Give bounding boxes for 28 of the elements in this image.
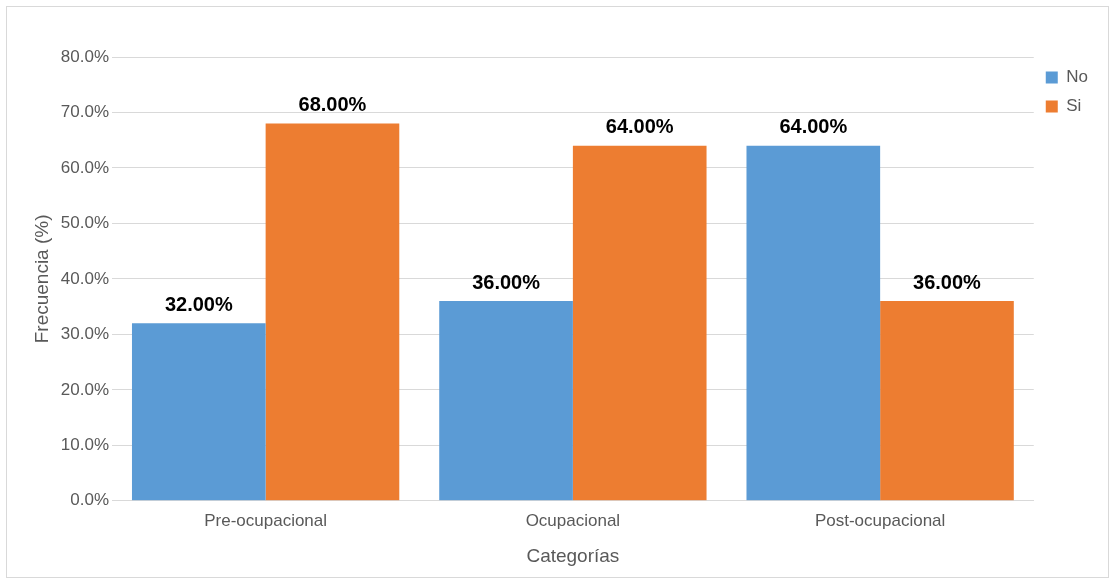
x-axis-title: Categorías: [526, 544, 620, 566]
data-label: 64.00%: [779, 115, 848, 138]
legend-label: Si: [1066, 96, 1082, 116]
data-label: 36.00%: [472, 270, 541, 293]
data-label: 32.00%: [164, 292, 233, 315]
y-tick-label: 0.0%: [70, 490, 109, 510]
x-tick-label: Ocupacional: [525, 510, 621, 530]
y-tick-label: 80.0%: [60, 46, 109, 66]
data-label: 68.00%: [298, 93, 367, 116]
y-tick-label: 70.0%: [60, 102, 109, 122]
bar: [880, 301, 1014, 501]
bar: [439, 301, 573, 501]
y-axis-title: Frecuencia (%): [30, 214, 52, 344]
y-tick-label: 40.0%: [60, 268, 109, 288]
bar: [746, 145, 881, 501]
bar: [265, 123, 400, 501]
data-label: 36.00%: [913, 270, 982, 293]
y-tick-label: 60.0%: [60, 157, 109, 177]
bar: [131, 323, 266, 501]
legend-label: No: [1066, 67, 1088, 87]
y-tick-label: 10.0%: [60, 435, 109, 455]
x-tick-label: Pre-ocupacional: [204, 510, 328, 530]
x-tick-label: Post-ocupacional: [814, 510, 946, 530]
data-label: 64.00%: [605, 115, 674, 138]
y-tick-label: 50.0%: [60, 213, 109, 233]
y-tick-label: 20.0%: [60, 379, 109, 399]
bar: [572, 145, 707, 501]
y-tick-label: 30.0%: [60, 324, 109, 344]
